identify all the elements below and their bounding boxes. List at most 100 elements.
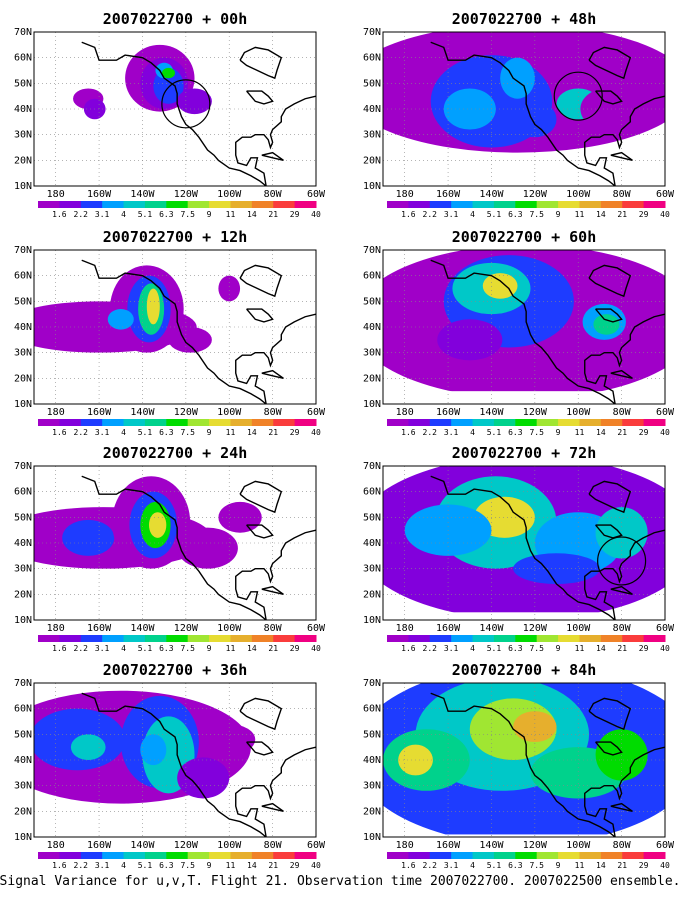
colorbar-swatch: [187, 419, 210, 426]
colorbar-swatch: [493, 419, 516, 426]
lon-tick-label: 80W: [264, 189, 283, 200]
variance-field: [34, 250, 316, 404]
colorbar-swatch: [429, 852, 452, 859]
colorbar-label: 9: [207, 428, 212, 437]
graticule: [383, 32, 665, 186]
colorbar-label: 40: [660, 210, 670, 219]
lon-tick-label: 140W: [479, 407, 504, 418]
lon-tick-label: 60W: [656, 840, 675, 851]
lat-tick-label: 20N: [363, 806, 381, 817]
colorbar-swatch: [59, 852, 82, 859]
lon-tick-label: 140W: [130, 407, 155, 418]
lat-tick-label: 40N: [14, 104, 32, 115]
colorbar-label: 2.2: [423, 210, 438, 219]
lat-tick-label: 60N: [363, 271, 381, 282]
colorbar-swatch: [515, 635, 538, 642]
lon-tick-label: 180: [47, 623, 65, 634]
colorbar-swatch: [166, 419, 189, 426]
variance-contour: [177, 88, 212, 115]
variance-contour: [218, 501, 262, 533]
colorbar-swatch: [273, 419, 296, 426]
lat-tick-label: 70N: [363, 245, 381, 256]
colorbar-label: 11: [575, 644, 585, 653]
colorbar-label: 3.1: [95, 210, 110, 219]
colorbar-label: 4: [470, 428, 475, 437]
colorbar-swatch: [558, 852, 580, 859]
coastline: [430, 259, 665, 404]
lon-tick-label: 100W: [566, 623, 591, 634]
lat-tick-label: 50N: [363, 729, 381, 740]
colorbar-label: 40: [660, 428, 670, 437]
lat-tick-label: 40N: [363, 755, 381, 766]
map-frame: [382, 31, 666, 187]
colorbar-label: 11: [575, 861, 585, 870]
lat-tick-label: 40N: [363, 538, 381, 549]
figure-caption: Signal Variance for u,v,T. Flight 21. Ob…: [0, 874, 680, 889]
colorbar-label: 21: [268, 644, 278, 653]
map-panel-0h: 2007022700 + 00h 10N 20N 30N 40N 50N 60N 70N 180…: [14, 10, 326, 219]
lat-tick-label: 10N: [363, 181, 381, 192]
colorbar-swatch: [294, 635, 317, 642]
colorbar-label: 40: [311, 428, 321, 437]
lon-tick-label: 60W: [656, 623, 675, 634]
colorbar-label: 21: [617, 428, 627, 437]
colorbar-swatch: [209, 635, 231, 642]
lon-tick-label: 180: [47, 189, 65, 200]
coastline: [81, 41, 316, 186]
colorbar-swatch: [187, 635, 210, 642]
colorbar-swatch: [123, 852, 146, 859]
lat-tick-label: 20N: [14, 806, 32, 817]
lon-tick-label: 100W: [566, 189, 591, 200]
lon-tick-label: 120W: [523, 840, 548, 851]
lat-tick-label: 50N: [14, 78, 32, 89]
colorbar: 1.6 2.2 3.1 4 5.1 6.3 7.5 9 11 14 21 29 40: [387, 635, 670, 653]
colorbar: 1.6 2.2 3.1 4 5.1 6.3 7.5 9 11 14 21 29 40: [387, 201, 670, 219]
panel-title: 2007022700 + 36h: [103, 661, 248, 679]
colorbar-swatch: [451, 201, 474, 208]
colorbar-label: 29: [290, 644, 300, 653]
variance-contour: [513, 553, 600, 585]
lon-tick-label: 60W: [307, 189, 326, 200]
colorbar-label: 2.2: [74, 210, 89, 219]
lat-tick-label: 60N: [363, 53, 381, 64]
colorbar-swatch: [59, 201, 82, 208]
colorbar-swatch: [38, 419, 60, 426]
colorbar-swatch: [387, 852, 409, 859]
variance-contour: [593, 314, 620, 335]
colorbar-swatch: [294, 852, 317, 859]
panels: 2007022700 + 00h 10N 20N 30N 40N 50N 60N 70N 180…: [14, 10, 675, 870]
colorbar: 1.6 2.2 3.1 4 5.1 6.3 7.5 9 11 14 21 29 40: [38, 852, 321, 870]
lon-tick-label: 140W: [130, 623, 155, 634]
colorbar-swatch: [558, 419, 580, 426]
lon-tick-label: 120W: [523, 407, 548, 418]
lat-tick-label: 70N: [363, 678, 381, 689]
lon-tick-label: 100W: [217, 407, 242, 418]
colorbar-swatch: [273, 852, 296, 859]
lat-tick-label: 30N: [363, 130, 381, 141]
lon-tick-label: 140W: [479, 840, 504, 851]
colorbar-label: 11: [226, 210, 236, 219]
map-panel-36h: 2007022700 + 36h 10N 20N 30N 40N 50N 60N 70N 180…: [14, 661, 326, 870]
colorbar-swatch: [294, 201, 317, 208]
map-frame: [33, 465, 317, 621]
colorbar-label: 4: [121, 428, 126, 437]
colorbar-label: 5.1: [138, 428, 153, 437]
colorbar-label: 14: [596, 644, 606, 653]
colorbar-label: 5.1: [487, 644, 502, 653]
lat-tick-label: 10N: [14, 615, 32, 626]
colorbar-label: 3.1: [444, 210, 459, 219]
colorbar-label: 21: [617, 210, 627, 219]
lat-tick-label: 70N: [14, 27, 32, 38]
colorbar-label: 6.3: [508, 428, 523, 437]
colorbar-label: 6.3: [159, 861, 174, 870]
lon-tick-label: 140W: [479, 623, 504, 634]
colorbar-label: 14: [247, 861, 257, 870]
map-frame: [33, 249, 317, 405]
lon-tick-label: 180: [47, 407, 65, 418]
colorbar-swatch: [451, 635, 474, 642]
colorbar-swatch: [144, 635, 167, 642]
lon-tick-label: 60W: [307, 840, 326, 851]
colorbar-label: 4: [121, 644, 126, 653]
colorbar-swatch: [622, 852, 645, 859]
map-panel-12h: 2007022700 + 12h 10N 20N 30N 40N 50N 60N 70N 180…: [14, 228, 326, 437]
